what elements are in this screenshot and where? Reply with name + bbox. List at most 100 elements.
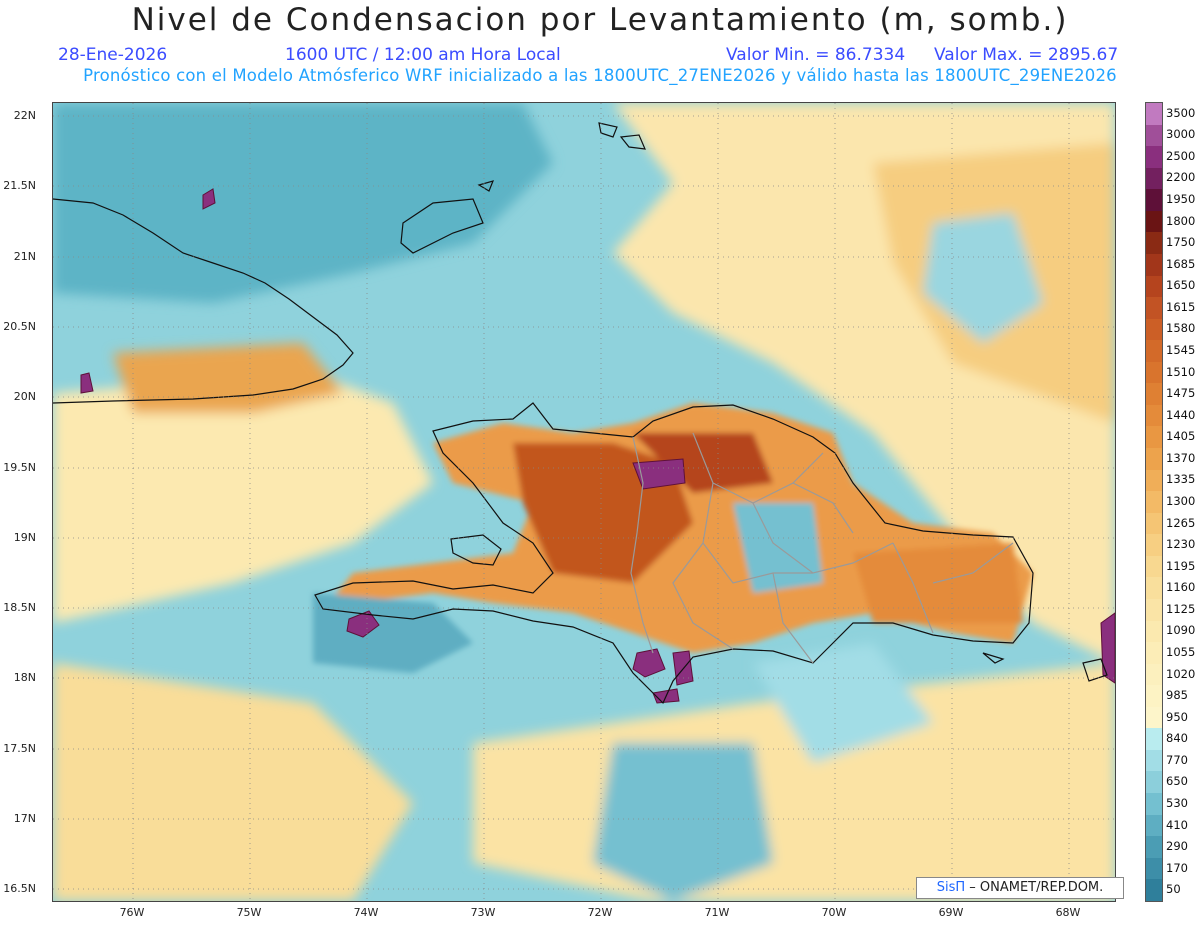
lon-label: 71W — [704, 906, 730, 919]
colorbar-swatch — [1146, 491, 1162, 513]
colorbar-label: 1405 — [1166, 429, 1196, 444]
forecast-date: 28-Ene-2026 — [58, 45, 168, 65]
lon-label: 72W — [587, 906, 613, 919]
max-patch-4 — [632, 648, 666, 678]
colorbar-swatch — [1146, 555, 1162, 578]
colorbar-swatch — [1146, 749, 1162, 772]
colorbar-swatch — [1146, 189, 1162, 211]
lon-label: 76W — [119, 906, 145, 919]
colorbar-label: 1545 — [1166, 343, 1196, 358]
colorbar-swatch — [1146, 383, 1162, 405]
max-patch-2 — [80, 372, 94, 394]
colorbar-swatch — [1146, 620, 1162, 643]
colorbar-swatch — [1146, 706, 1162, 729]
province-borders — [630, 432, 1014, 664]
lat-label: 21N — [13, 250, 36, 263]
colorbar-swatch — [1146, 340, 1162, 362]
colorbar-swatch — [1146, 318, 1162, 341]
field-yellow-west — [53, 373, 433, 623]
coastlines — [53, 122, 1108, 705]
colorbar-swatch — [1146, 426, 1162, 448]
lon-label: 73W — [470, 906, 496, 919]
field-blue-south — [593, 743, 773, 901]
field-orange-cuba — [113, 343, 343, 413]
colorbar-label: 1685 — [1166, 256, 1196, 271]
credit-org: – ONAMET/REP.DOM. — [969, 880, 1104, 895]
field-cibao-core — [633, 433, 773, 493]
run-info: Pronóstico con el Modelo Atmósferico WRF… — [83, 66, 1117, 85]
colorbar-label: 1055 — [1166, 644, 1196, 659]
colorbar-label: 1125 — [1166, 601, 1196, 616]
lat-label: 18.5N — [3, 601, 36, 614]
colorbar-label: 2200 — [1166, 170, 1196, 185]
field-blue-se — [753, 643, 933, 763]
colorbar-label: 840 — [1166, 731, 1188, 746]
colorbar-label: 1800 — [1166, 213, 1196, 228]
colorbar-label: 1195 — [1166, 558, 1196, 573]
colorbar-label: 1335 — [1166, 472, 1196, 487]
colorbar-label: 1950 — [1166, 192, 1196, 207]
colorbar-label: 985 — [1166, 688, 1188, 703]
colorbar-swatch — [1146, 598, 1162, 621]
colorbar-label: 1090 — [1166, 623, 1196, 638]
colorbar-label: 1230 — [1166, 537, 1196, 552]
lat-label: 19.5N — [3, 461, 36, 474]
lat-label: 19N — [13, 531, 36, 544]
colorbar-swatch — [1146, 469, 1162, 492]
gonave-coast — [450, 534, 502, 566]
lon-label: 74W — [353, 906, 379, 919]
field-cordillera-low — [733, 503, 823, 593]
colorbar-label: 530 — [1166, 795, 1188, 810]
colorbar-label: 650 — [1166, 774, 1188, 789]
max-patch-7 — [632, 458, 686, 490]
colorbar-label: 1440 — [1166, 407, 1196, 422]
field-east-core — [853, 543, 1023, 623]
colorbar-label: 1510 — [1166, 364, 1196, 379]
lat-label: 17N — [13, 812, 36, 825]
lon-label: 75W — [236, 906, 262, 919]
lat-label: 18N — [13, 671, 36, 684]
colorbar-swatch — [1146, 253, 1162, 276]
inagua-coast — [400, 198, 484, 254]
map-panel — [52, 102, 1116, 902]
colorbar-label: 770 — [1166, 752, 1188, 767]
credit-box: SisΠ – ONAMET/REP.DOM. — [916, 877, 1124, 899]
colorbar-swatch — [1146, 275, 1162, 298]
graticule — [53, 103, 1115, 901]
colorbar-swatch — [1146, 232, 1162, 254]
colorbar-label: 1300 — [1166, 494, 1196, 508]
colorbar-label: 1750 — [1166, 235, 1196, 250]
colorbar-swatch — [1146, 167, 1162, 190]
max-patch-3 — [346, 610, 380, 638]
max-patch-8 — [1100, 612, 1115, 684]
colorbar-swatch — [1146, 879, 1162, 901]
colorbar-label: 3000 — [1166, 127, 1196, 142]
lcl-field-map — [53, 103, 1115, 901]
islands-east-coast — [982, 652, 1108, 682]
colorbar-swatch — [1146, 577, 1162, 599]
colorbar-swatch — [1146, 793, 1162, 815]
max-patch-1 — [202, 188, 216, 210]
lon-label: 69W — [938, 906, 964, 919]
colorbar-swatch — [1146, 448, 1162, 470]
field-blue-patch-ne — [923, 213, 1043, 343]
field-teal-nw — [53, 103, 553, 303]
lat-label: 16.5N — [3, 882, 36, 895]
lat-label: 21.5N — [3, 179, 36, 192]
field-yellow-sw — [53, 663, 413, 901]
colorbar-swatch — [1146, 814, 1162, 837]
colorbar-label: 950 — [1166, 709, 1188, 724]
colorbar-swatch — [1146, 404, 1162, 427]
colorbar-label: 1020 — [1166, 666, 1196, 681]
colorbar-swatch — [1146, 642, 1162, 664]
border-haiti-dr — [630, 436, 654, 654]
hispaniola-coast — [314, 402, 1034, 705]
colorbar-label: 3500 — [1166, 105, 1196, 120]
lon-label: 68W — [1055, 906, 1081, 919]
forecast-time: 1600 UTC / 12:00 am Hora Local — [285, 45, 561, 65]
colorbar-swatch — [1146, 728, 1162, 750]
colorbar-label: 410 — [1166, 817, 1188, 832]
colorbar-swatch — [1146, 297, 1162, 319]
colorbar-swatch — [1146, 146, 1162, 168]
colorbar-label: 1475 — [1166, 386, 1196, 401]
